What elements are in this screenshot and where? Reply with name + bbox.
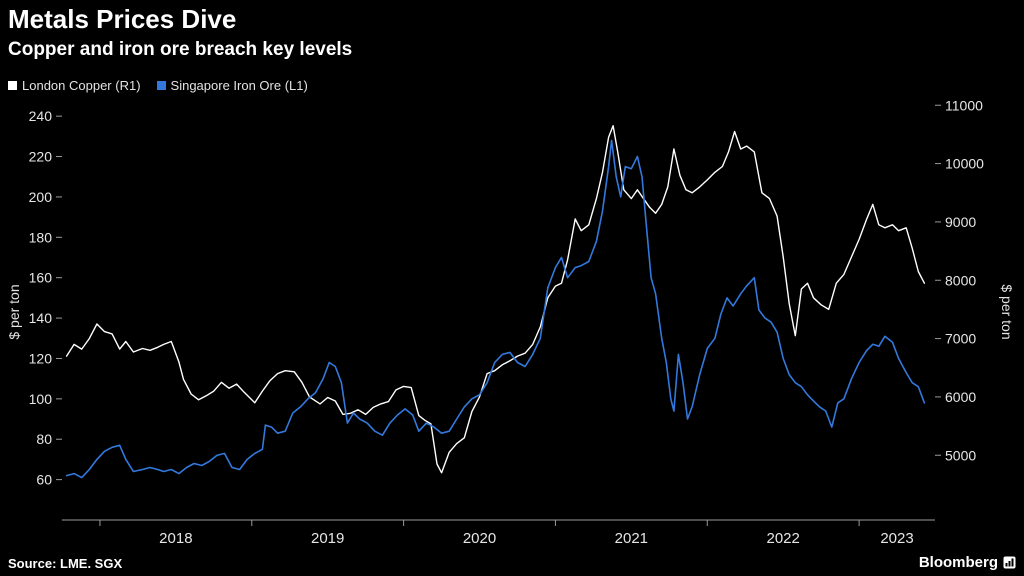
legend: London Copper (R1) Singapore Iron Ore (L… [8, 78, 308, 93]
svg-text:2019: 2019 [311, 530, 344, 547]
svg-text:140: 140 [29, 310, 53, 326]
svg-text:2018: 2018 [159, 530, 192, 547]
svg-text:2023: 2023 [880, 530, 913, 547]
svg-text:6000: 6000 [945, 389, 976, 405]
svg-text:220: 220 [29, 149, 53, 165]
svg-text:100: 100 [29, 391, 53, 407]
svg-text:240: 240 [29, 108, 53, 124]
chart-title: Metals Prices Dive [8, 4, 237, 34]
svg-text:60: 60 [36, 472, 52, 488]
svg-text:10000: 10000 [945, 156, 984, 172]
svg-text:200: 200 [29, 189, 53, 205]
svg-text:2020: 2020 [463, 530, 496, 547]
svg-text:11000: 11000 [945, 97, 983, 113]
svg-text:7000: 7000 [945, 331, 976, 347]
copper-legend-swatch-icon [8, 81, 17, 90]
bloomberg-logo: Bloomberg [919, 554, 1016, 571]
legend-item-copper: London Copper (R1) [8, 78, 141, 93]
bloomberg-terminal-icon [1003, 556, 1016, 569]
svg-text:80: 80 [36, 431, 52, 447]
legend-label-copper: London Copper (R1) [22, 78, 141, 93]
legend-item-iron-ore: Singapore Iron Ore (L1) [156, 78, 308, 93]
chart-subtitle: Copper and iron ore breach key levels [8, 39, 353, 60]
left-axis-title: $ per ton [6, 284, 22, 340]
svg-text:160: 160 [29, 270, 53, 286]
legend-label-iron-ore: Singapore Iron Ore (L1) [170, 78, 308, 93]
bloomberg-wordmark: Bloomberg [918, 554, 998, 571]
svg-text:2022: 2022 [766, 530, 799, 547]
svg-text:2021: 2021 [615, 530, 648, 547]
right-axis-title: $ per ton [999, 284, 1015, 340]
svg-text:180: 180 [29, 229, 53, 245]
svg-text:8000: 8000 [945, 272, 976, 288]
svg-text:120: 120 [29, 350, 53, 366]
iron-ore-legend-swatch-icon [156, 81, 166, 90]
svg-text:5000: 5000 [945, 447, 976, 463]
svg-text:9000: 9000 [945, 214, 976, 230]
source-text: Source: LME. SGX [8, 556, 123, 571]
